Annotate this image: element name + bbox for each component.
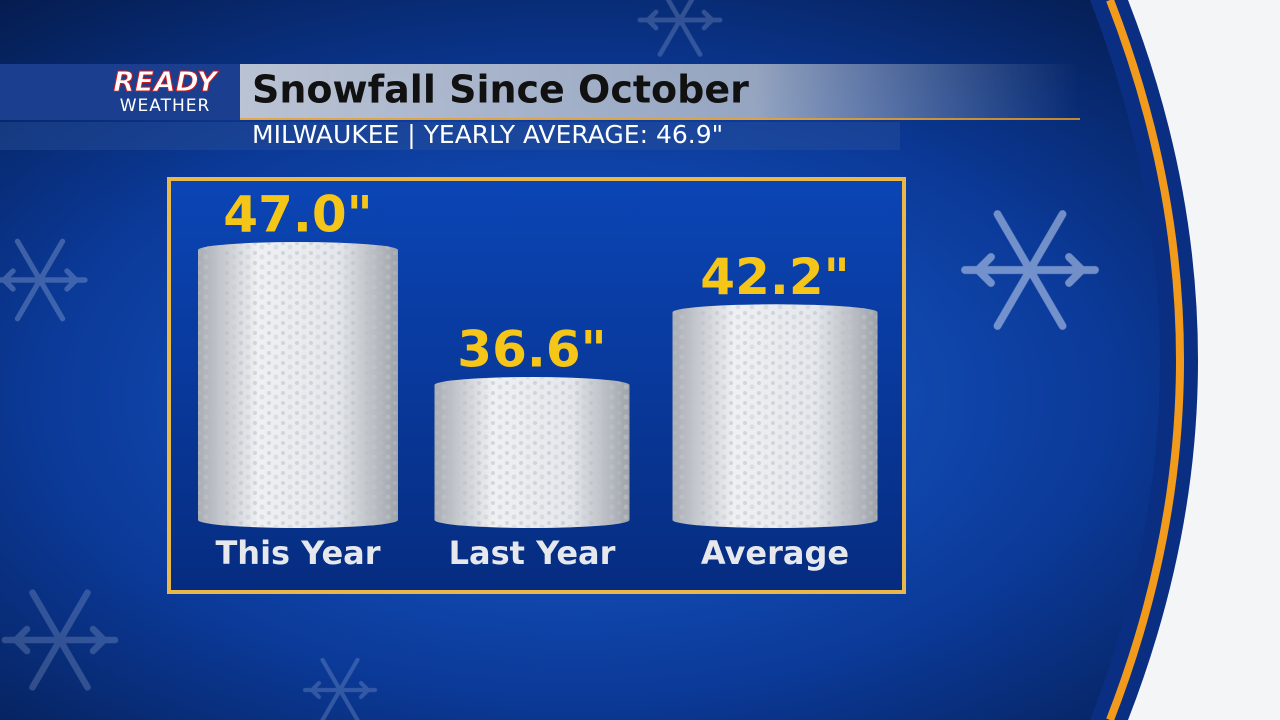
logo-box <box>0 64 240 120</box>
bar-texture <box>434 377 630 528</box>
side-arc-white <box>1128 0 1280 720</box>
logo-top: READY <box>113 65 219 98</box>
chart-title: Snowfall Since October <box>252 68 749 112</box>
bar-texture <box>198 242 398 528</box>
category-label: This Year <box>215 534 380 572</box>
category-label: Average <box>701 534 849 572</box>
subtitle-band <box>0 122 900 150</box>
side-arc-line <box>1106 0 1184 720</box>
chart-subtitle: MILWAUKEE | YEARLY AVERAGE: 46.9" <box>252 120 723 149</box>
category-label: Last Year <box>449 534 616 572</box>
value-label: 42.2" <box>700 248 849 306</box>
value-label: 47.0" <box>223 186 372 244</box>
bar-texture <box>672 304 878 528</box>
header-rule <box>0 118 1080 120</box>
logo-bottom: WEATHER <box>120 96 211 116</box>
value-label: 36.6" <box>457 321 606 379</box>
plot: 47.0" This Year 36.6" Last Year 42.2" Average <box>198 186 878 572</box>
